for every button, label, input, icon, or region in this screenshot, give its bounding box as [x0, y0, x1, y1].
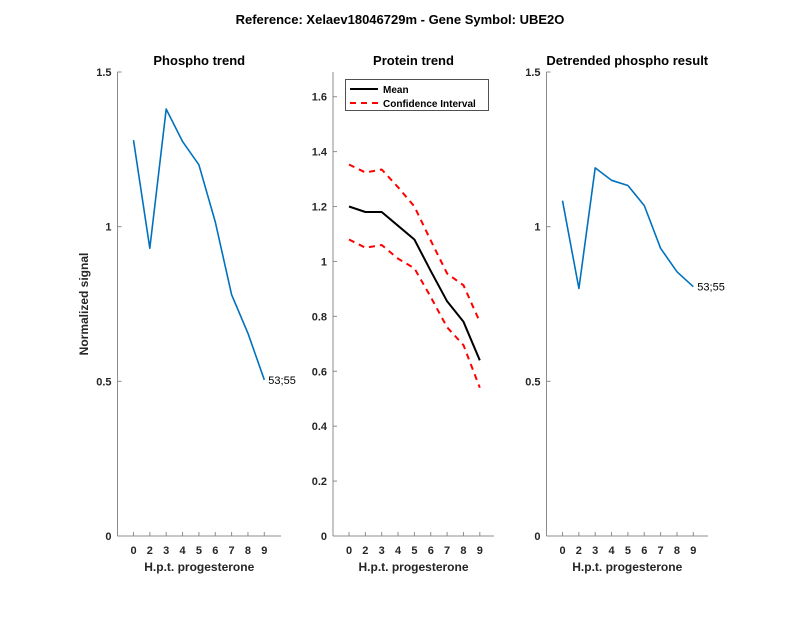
x-tick-label: 8	[245, 545, 251, 557]
y-tick-label: 1	[534, 222, 540, 234]
x-tick-label: 9	[690, 545, 696, 557]
x-tick-label: 6	[428, 545, 434, 557]
x-axis-label: H.p.t. progesterone	[572, 560, 682, 574]
y-tick-label: 1	[105, 222, 111, 234]
x-tick-label: 0	[346, 545, 352, 557]
x-tick-label: 3	[379, 545, 385, 557]
y-tick-label: 0.4	[312, 421, 328, 433]
series-line-2	[348, 163, 481, 323]
y-tick-label: 1.5	[525, 67, 540, 79]
y-tick-label: 0.5	[525, 376, 540, 388]
x-tick-label: 7	[658, 545, 664, 557]
x-tick-label: 8	[460, 545, 466, 557]
legend: Mean Confidence Interval	[345, 79, 489, 111]
series-line-1	[561, 167, 694, 290]
panel-title: Detrended phospho result	[546, 53, 708, 68]
y-tick-label: 1.4	[312, 147, 328, 159]
x-tick-label: 0	[130, 545, 136, 557]
series-line-3	[348, 238, 481, 389]
x-tick-label: 7	[229, 545, 235, 557]
y-tick-label: 0.2	[312, 476, 327, 488]
legend-entry: Confidence Interval	[383, 99, 476, 110]
y-tick-label: 1.2	[312, 202, 327, 214]
x-tick-label: 5	[411, 545, 417, 557]
y-tick-label: 1.5	[96, 67, 111, 79]
y-tick-label: 0.8	[312, 311, 327, 323]
x-tick-label: 6	[641, 545, 647, 557]
x-tick-label: 0	[559, 545, 565, 557]
series-line-1	[348, 205, 481, 361]
x-axis-label: H.p.t. progesterone	[358, 560, 468, 574]
x-tick-label: 2	[362, 545, 368, 557]
x-tick-label: 2	[147, 545, 153, 557]
x-tick-label: 4	[179, 545, 186, 557]
series-annotation: 53;55	[268, 375, 296, 387]
legend-entry: Mean	[383, 85, 409, 96]
x-tick-label: 4	[395, 545, 402, 557]
x-tick-label: 6	[212, 545, 218, 557]
y-tick-label: 0.6	[312, 366, 327, 378]
series-annotation: 53;55	[697, 282, 725, 294]
y-tick-label: 1	[321, 256, 327, 268]
y-tick-label: 0	[105, 531, 111, 543]
x-tick-label: 2	[576, 545, 582, 557]
panel-title: Phospho trend	[153, 53, 245, 68]
series-line-1	[132, 108, 266, 381]
x-tick-label: 8	[674, 545, 680, 557]
y-tick-label: 0	[321, 531, 327, 543]
y-tick-label: 0	[534, 531, 540, 543]
x-tick-label: 5	[625, 545, 631, 557]
x-tick-label: 3	[592, 545, 598, 557]
x-axis-label: H.p.t. progesterone	[144, 560, 254, 574]
y-tick-label: 0.5	[96, 376, 111, 388]
y-tick-label: 1.6	[312, 92, 327, 104]
x-tick-label: 5	[196, 545, 202, 557]
x-tick-label: 9	[261, 545, 267, 557]
figure-title: Reference: Xelaev18046729m - Gene Symbol…	[236, 12, 565, 27]
x-tick-label: 7	[444, 545, 450, 557]
x-tick-label: 9	[477, 545, 483, 557]
panel-title: Protein trend	[373, 53, 454, 68]
x-tick-label: 3	[163, 545, 169, 557]
legend-box	[345, 79, 489, 111]
x-tick-label: 4	[608, 545, 615, 557]
y-axis-label: Normalized signal	[77, 253, 91, 356]
